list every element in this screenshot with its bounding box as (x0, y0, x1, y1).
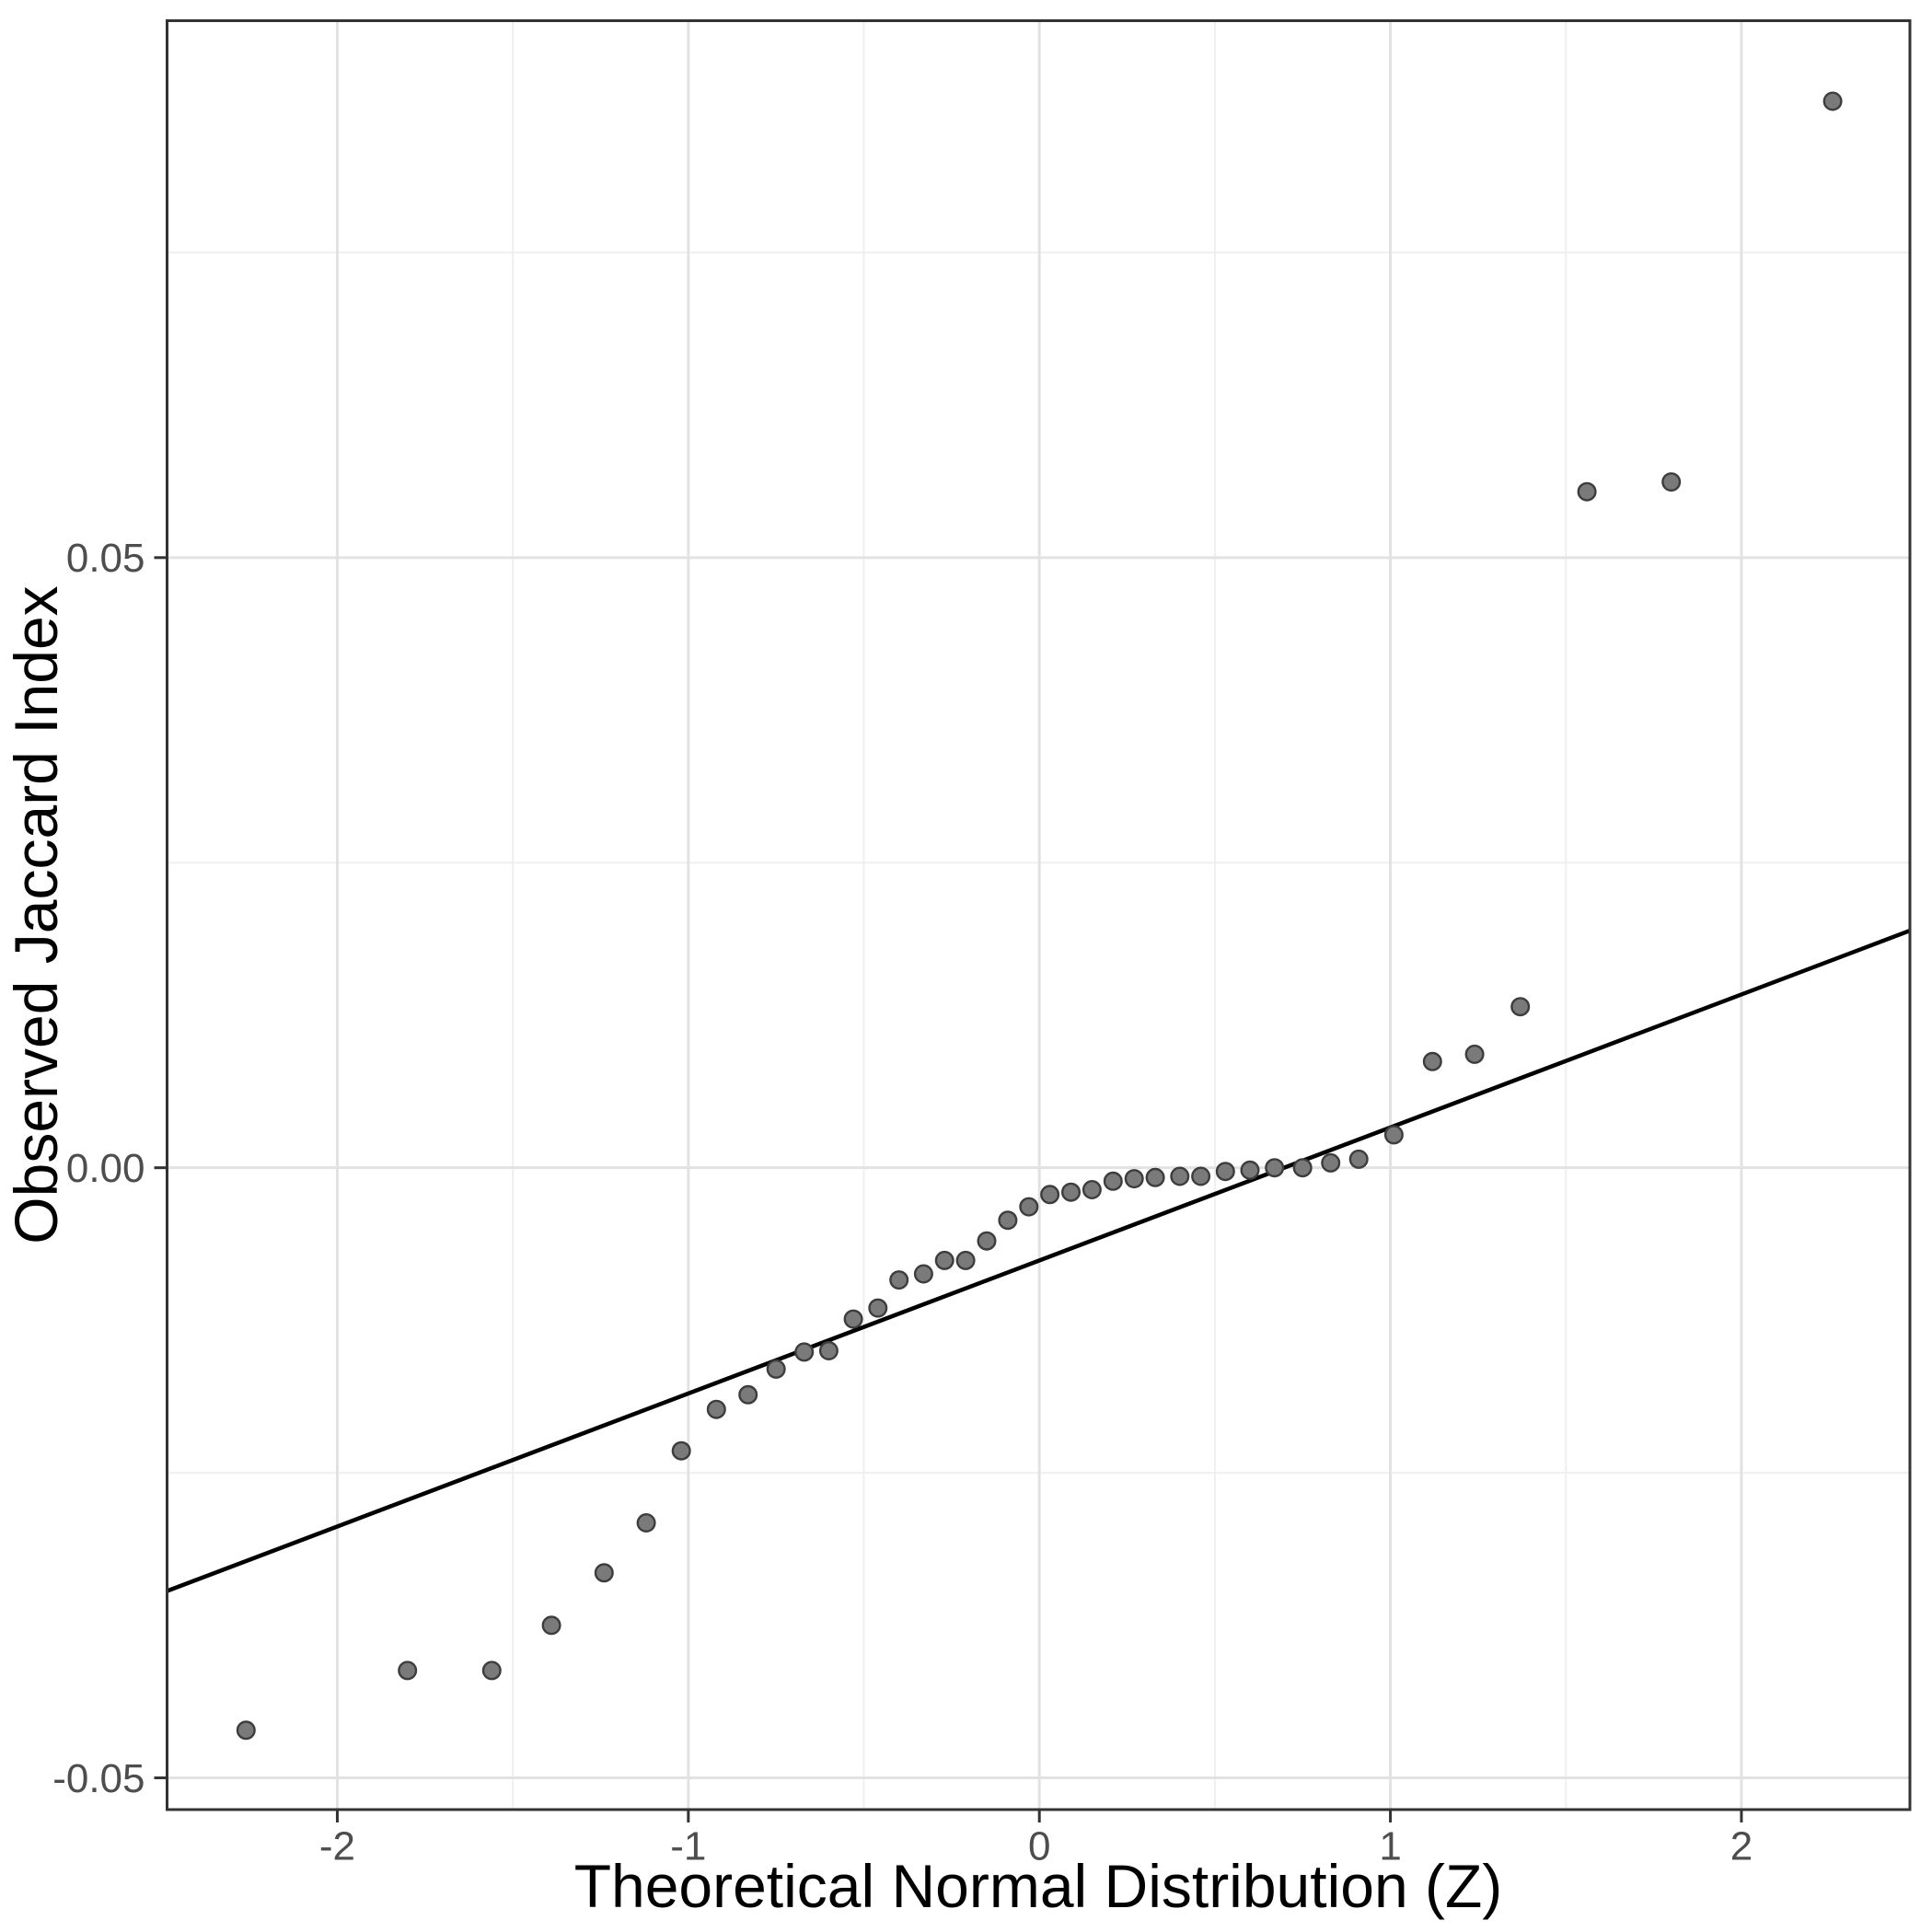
data-point (1240, 1160, 1260, 1180)
data-point (955, 1250, 976, 1270)
grid-major-lines (167, 20, 1910, 1810)
y-axis-tick-labels: -0.05 0.00 0.05 (52, 536, 145, 1801)
y-axis-tick-marks (154, 556, 168, 1780)
data-point (1040, 1185, 1060, 1205)
data-point (671, 1440, 691, 1461)
data-point (594, 1563, 614, 1583)
data-point (843, 1309, 863, 1329)
y-axis-title: Observed Jaccard Index (2, 585, 70, 1244)
y-tick-label: -0.05 (52, 1756, 145, 1801)
x-axis-tick-marks (335, 1810, 1743, 1822)
x-tick-label: -1 (670, 1824, 706, 1869)
data-point (236, 1720, 256, 1741)
x-tick-label: 0 (1028, 1824, 1050, 1869)
data-point (868, 1298, 888, 1318)
data-point (541, 1615, 561, 1636)
y-tick-label: 0.00 (66, 1146, 145, 1191)
data-point (1265, 1158, 1285, 1178)
data-point (1422, 1051, 1442, 1071)
data-point (913, 1264, 933, 1284)
x-axis-tick-labels: -2 -1 0 1 2 (319, 1824, 1753, 1869)
data-point (1124, 1169, 1144, 1189)
data-point (1170, 1166, 1190, 1186)
y-tick-label: 0.05 (66, 536, 145, 581)
data-point (1103, 1171, 1123, 1191)
data-point (1510, 997, 1531, 1017)
x-axis-title: Theoretical Normal Distribution (Z) (574, 1852, 1503, 1920)
data-point (794, 1342, 815, 1362)
data-point (1082, 1179, 1102, 1199)
data-point (934, 1250, 954, 1270)
data-point (1348, 1149, 1369, 1169)
data-point (1019, 1197, 1039, 1217)
data-point (738, 1384, 758, 1405)
data-point (636, 1512, 656, 1533)
data-point (1464, 1044, 1485, 1064)
data-point (706, 1399, 726, 1419)
data-point (1145, 1167, 1165, 1187)
data-point (1383, 1125, 1404, 1145)
x-tick-label: -2 (319, 1824, 355, 1869)
data-point (1215, 1162, 1235, 1182)
data-point (998, 1210, 1018, 1231)
data-point (977, 1231, 997, 1251)
data-point (1292, 1158, 1313, 1178)
data-point (398, 1660, 418, 1681)
data-point (766, 1359, 786, 1379)
data-point (1191, 1166, 1211, 1186)
data-point (1822, 91, 1843, 111)
x-tick-label: 1 (1379, 1824, 1401, 1869)
data-point (889, 1270, 909, 1290)
data-point (1060, 1182, 1081, 1202)
data-point (818, 1340, 839, 1360)
data-point (1661, 472, 1682, 492)
data-point (1577, 481, 1597, 502)
scatter-points-layer (236, 91, 1843, 1741)
x-tick-label: 2 (1730, 1824, 1753, 1869)
data-point (481, 1660, 502, 1681)
data-point (1321, 1152, 1341, 1173)
qq-reference-line (166, 928, 1911, 1593)
